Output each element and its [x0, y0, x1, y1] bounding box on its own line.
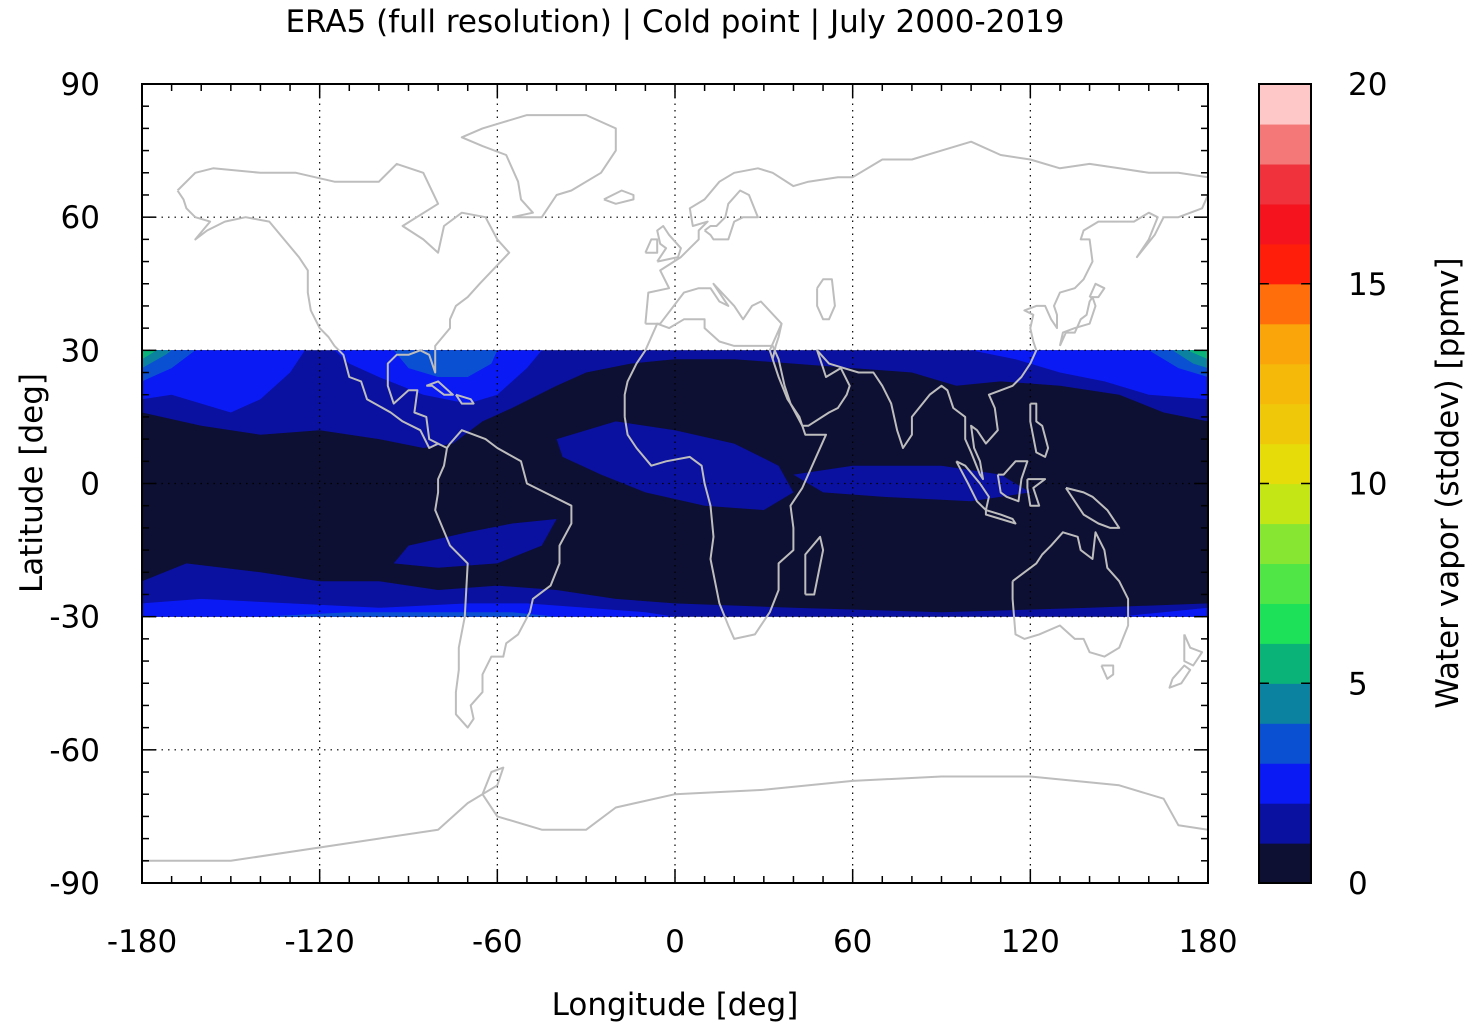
contour-region-13 — [260, 612, 557, 617]
colorbar-swatch-10 — [1259, 443, 1311, 485]
colorbar-swatch-2 — [1259, 763, 1311, 804]
coastline-26 — [816, 278, 836, 321]
coastline-0 — [176, 162, 573, 729]
contour-region-4 — [393, 519, 557, 568]
x-tick-label: 180 — [1178, 924, 1237, 960]
coastline-24 — [142, 766, 1208, 862]
coastline-8 — [1065, 486, 1121, 529]
y-tick-label: -90 — [49, 866, 100, 902]
colorbar-label: Water vapor (stddev) [ppmv] — [1430, 257, 1466, 708]
colorbar-swatch-9 — [1259, 483, 1311, 525]
colorbar-swatch-3 — [1259, 723, 1311, 764]
coastline-3 — [644, 140, 1208, 324]
coastline-1 — [623, 318, 827, 640]
coastline-10 — [984, 509, 1017, 525]
contour-region-16 — [142, 350, 157, 360]
colorbar-swatch-6 — [1259, 603, 1311, 644]
colorbar-tick-label: 10 — [1348, 467, 1387, 503]
coastline-13 — [1029, 402, 1050, 458]
y-tick-label: 90 — [61, 67, 100, 103]
coastline-15 — [1088, 282, 1106, 299]
coastlines — [142, 114, 1208, 862]
colorbar-swatch-15 — [1259, 243, 1311, 285]
x-tick-label: 60 — [833, 924, 872, 960]
coastline-22 — [425, 380, 454, 396]
coastline-16 — [1183, 633, 1204, 667]
coastline-12 — [1026, 478, 1047, 507]
colorbar-tick-label: 0 — [1348, 866, 1368, 902]
x-tick-label: 120 — [1001, 924, 1060, 960]
colorbar-swatch-8 — [1259, 523, 1311, 564]
coastline-11 — [996, 460, 1029, 503]
colorbar-tick-label: 5 — [1348, 666, 1368, 702]
chart-title: ERA5 (full resolution) | Cold point | Ju… — [285, 4, 1064, 40]
colorbar-swatch-14 — [1259, 283, 1311, 325]
colorbar-swatch-13 — [1259, 323, 1311, 365]
contour-region-9 — [1119, 607, 1208, 617]
coastline-2 — [804, 535, 825, 596]
coastline-21 — [460, 114, 617, 219]
coastline-5 — [771, 194, 1208, 481]
colorbar-swatch-0 — [1259, 843, 1311, 884]
coastline-17 — [1168, 664, 1192, 689]
colorbar-swatch-12 — [1259, 363, 1311, 405]
colorbar: 0 5 10 15 20 — [1258, 67, 1387, 902]
y-tick-label: 30 — [61, 333, 100, 369]
contour-region-0 — [142, 563, 1208, 617]
coastline-6 — [1011, 531, 1130, 658]
coastline-20 — [603, 189, 635, 205]
contour-region-2 — [556, 421, 794, 511]
x-axis-label: Longitude [deg] — [552, 987, 799, 1023]
colorbar-swatch-4 — [1259, 683, 1311, 724]
colorbar-swatch-11 — [1259, 403, 1311, 445]
y-tick-label: -60 — [49, 733, 100, 769]
x-tick-label: -180 — [107, 924, 177, 960]
y-tick-label: -30 — [49, 600, 100, 636]
coastline-23 — [455, 393, 475, 405]
grid — [142, 84, 1208, 883]
colorbar-swatch-18 — [1259, 123, 1311, 165]
colorbar-swatch-17 — [1259, 163, 1311, 205]
colorbar-tick-label: 20 — [1348, 67, 1387, 103]
coastline-25 — [703, 189, 759, 241]
contour-region-5 — [142, 350, 305, 413]
coastline-18 — [656, 225, 682, 263]
colorbar-swatch-7 — [1259, 563, 1311, 604]
contour-region-8 — [142, 598, 675, 617]
coastline-7 — [1100, 664, 1115, 680]
y-axis-label: Latitude [deg] — [14, 373, 50, 593]
coastline-9 — [955, 460, 990, 512]
contour-region-11 — [393, 350, 498, 377]
x-tick-label: -120 — [284, 924, 354, 960]
coastline-19 — [644, 238, 659, 254]
colorbar-tick-label: 15 — [1348, 267, 1387, 303]
x-tick-label: 0 — [665, 924, 685, 960]
axes: -180 -120 -60 0 60 120 180 -90 -60 -30 0 30 60 90 — [49, 67, 1237, 960]
colorbar-swatch-1 — [1259, 803, 1311, 844]
contour-region-17 — [1187, 350, 1208, 360]
colorbar-swatch-19 — [1259, 84, 1311, 125]
y-tick-label: 0 — [80, 467, 100, 503]
coastline-14 — [1058, 296, 1097, 347]
coastline-4 — [645, 282, 783, 361]
y-tick-label: 60 — [61, 200, 100, 236]
colorbar-swatch-16 — [1259, 203, 1311, 245]
colorbar-swatch-5 — [1259, 643, 1311, 684]
x-tick-label: -60 — [472, 924, 523, 960]
